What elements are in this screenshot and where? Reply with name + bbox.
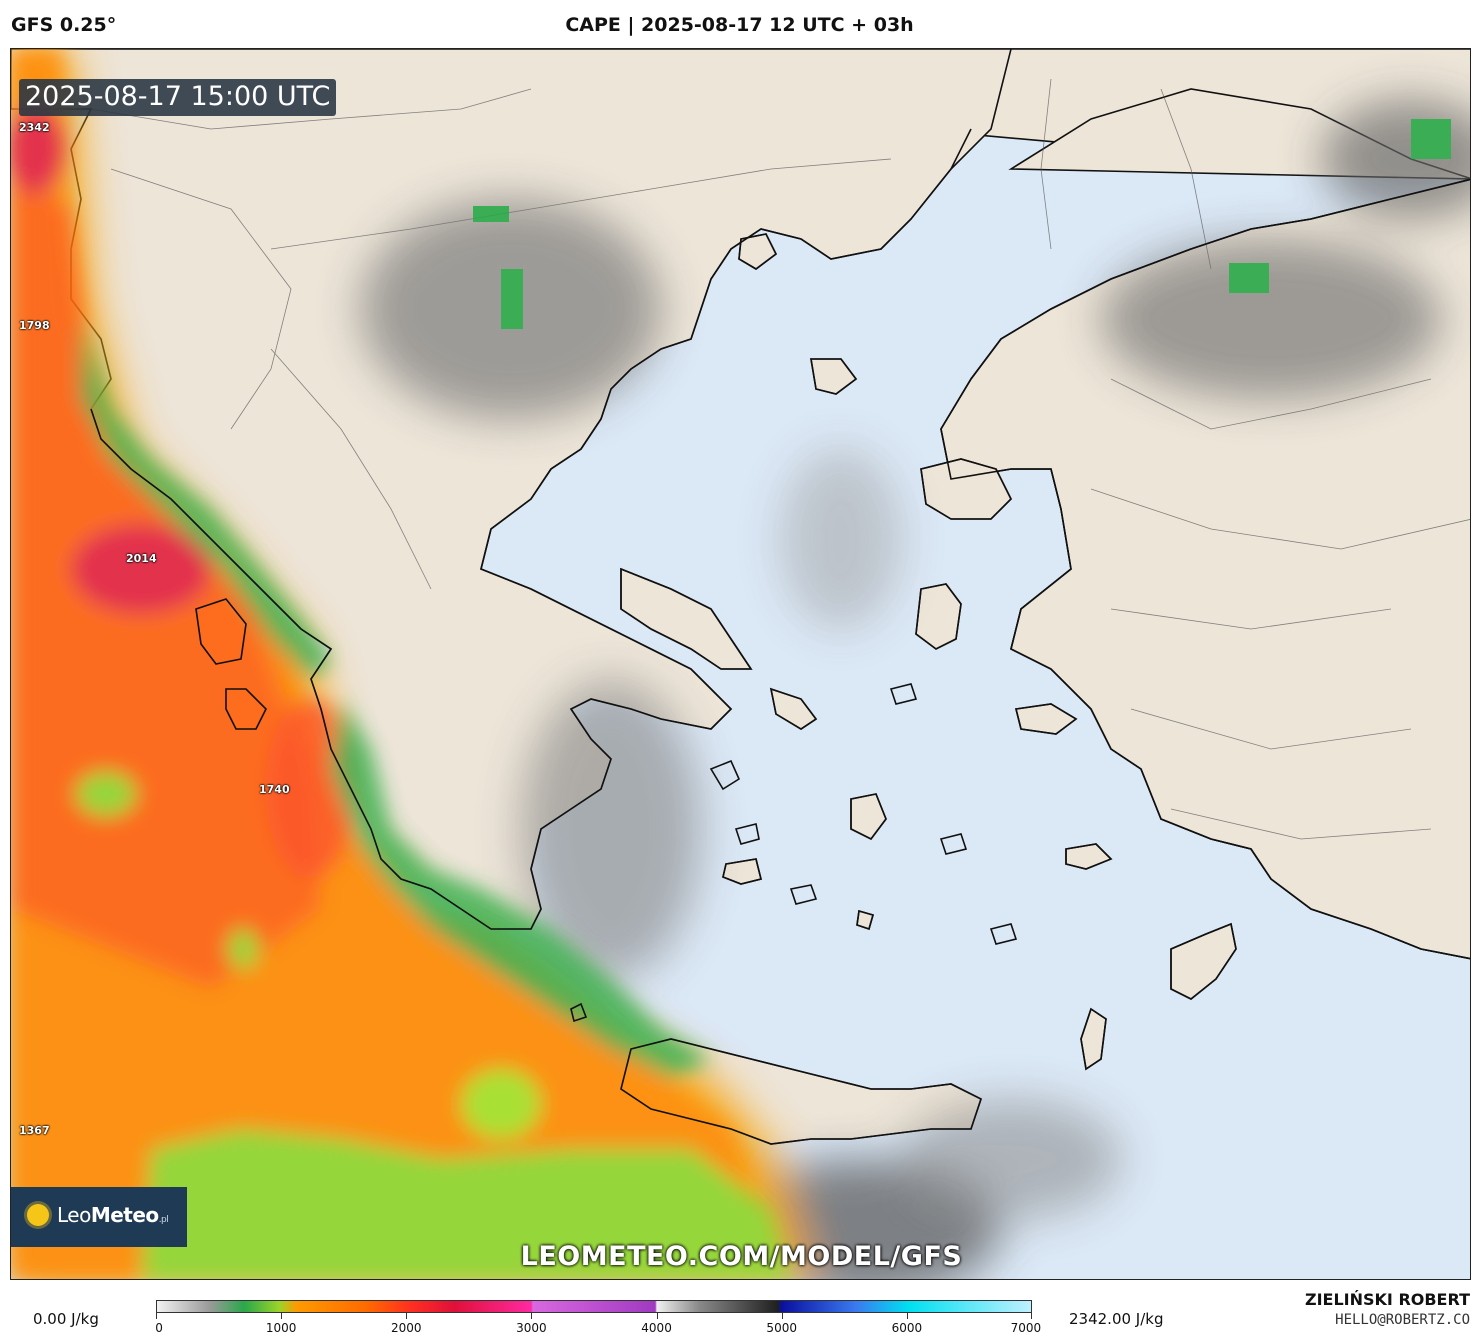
- admin-borders: [90, 78, 1470, 840]
- legend-tick-label: 6000: [891, 1321, 923, 1335]
- cape-overlay: [11, 49, 1470, 1279]
- map-title: CAPE | 2025-08-17 12 UTC + 03h: [565, 14, 914, 36]
- legend-tick-label: 5000: [766, 1321, 797, 1335]
- legend-tick: [906, 1313, 908, 1319]
- legend-tick: [781, 1313, 783, 1319]
- legend-tick: [656, 1313, 658, 1319]
- coastlines: [90, 128, 1470, 1145]
- value-label: 2342: [19, 121, 50, 134]
- url-watermark: LEOMETEO.COM/MODEL/GFS: [520, 1241, 963, 1272]
- legend-tick-label: 0: [155, 1321, 163, 1335]
- map-canvas: [11, 49, 1470, 1279]
- value-label: 1798: [19, 319, 50, 332]
- cape-map[interactable]: 2025-08-17 15:00 UTC 2342 1798 2014 1740…: [10, 48, 1471, 1280]
- legend-min-label: 0.00 J/kg: [33, 1310, 99, 1328]
- author-name: ZIELIŃSKI ROBERT: [1304, 1290, 1470, 1309]
- model-label: GFS 0.25°: [11, 14, 117, 36]
- legend-tick: [156, 1313, 157, 1319]
- leometeo-logo[interactable]: LeoMeteo.pl: [11, 1187, 187, 1247]
- legend-tick: [406, 1313, 408, 1319]
- timestamp-badge: 2025-08-17 15:00 UTC: [19, 79, 337, 116]
- legend-tick: [281, 1313, 283, 1319]
- legend-tick: [1031, 1313, 1032, 1319]
- legend-tick-label: 4000: [641, 1321, 672, 1335]
- value-label: 2014: [126, 552, 157, 565]
- legend-tick-label: 1000: [265, 1321, 297, 1335]
- legend-tick-label: 2000: [391, 1321, 422, 1335]
- value-label: 1740: [259, 783, 290, 796]
- legend-colorbar: [156, 1300, 1032, 1313]
- value-label: 1367: [19, 1124, 50, 1137]
- logo-wordmark: LeoMeteo.pl: [57, 1203, 169, 1227]
- legend-max-label: 2342.00 J/kg: [1069, 1310, 1164, 1328]
- author-email[interactable]: HELLO@ROBERTZ.CO: [1335, 1312, 1470, 1328]
- legend-tick-label: 3000: [516, 1321, 547, 1335]
- sun-icon: [27, 1204, 49, 1226]
- legend-tick-label: 7000: [1010, 1321, 1042, 1335]
- legend-tick: [531, 1313, 533, 1319]
